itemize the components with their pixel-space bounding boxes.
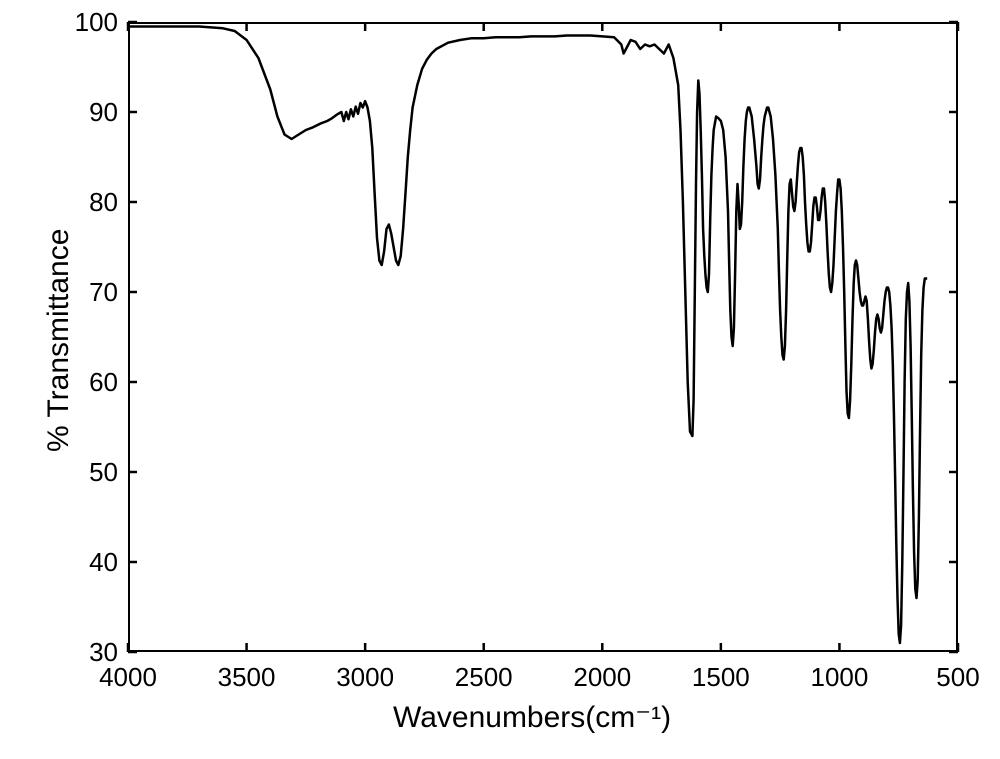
x-tick-label: 1000 [811, 662, 869, 693]
x-axis-label: Wavenumbers(cm⁻¹) [393, 700, 671, 735]
y-axis-label: % Transmittance [42, 422, 76, 452]
ir-spectrum-chart: 30405060708090100 4000350030002500200015… [0, 0, 1000, 759]
y-tick-label: 50 [89, 457, 118, 488]
y-tick-label: 100 [75, 7, 118, 38]
x-tick-label: 4000 [99, 662, 157, 693]
y-tick-label: 80 [89, 187, 118, 218]
x-tick-label: 3500 [218, 662, 276, 693]
y-tick-label: 70 [89, 277, 118, 308]
spectrum-svg [0, 0, 1000, 759]
x-tick-label: 1500 [692, 662, 750, 693]
y-tick-label: 60 [89, 367, 118, 398]
x-tick-label: 500 [936, 662, 979, 693]
x-tick-label: 2500 [455, 662, 513, 693]
y-tick-label: 90 [89, 97, 118, 128]
y-tick-label: 40 [89, 547, 118, 578]
x-tick-label: 3000 [336, 662, 394, 693]
x-tick-label: 2000 [573, 662, 631, 693]
